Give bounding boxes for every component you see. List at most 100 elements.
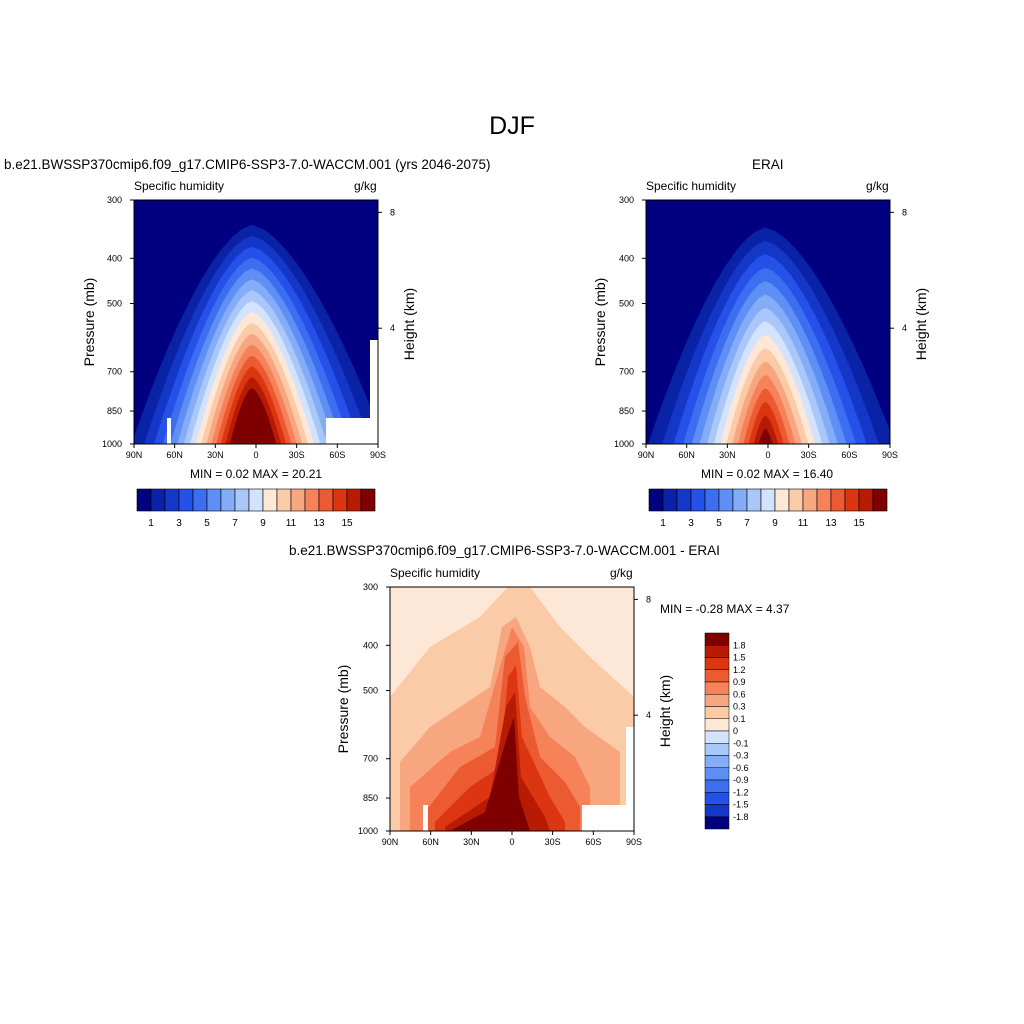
panel1-axes: 90N 60N 30N 0 30S 60S 90S 300 400 500 700 850 1000 8 4 bbox=[102, 195, 395, 460]
panel3-y-tick-label: 700 bbox=[363, 754, 378, 764]
panel2-colorbar-box bbox=[858, 488, 874, 512]
panel2-colorbar-box bbox=[830, 488, 846, 512]
panel1-colorbar-box bbox=[332, 488, 348, 512]
panel1-colorbar-label: 7 bbox=[232, 518, 238, 529]
panel2-x-tick-label: 90N bbox=[638, 450, 655, 460]
panel2-colorbar-box bbox=[816, 488, 832, 512]
panel3-variable-label: Specific humidity bbox=[390, 566, 481, 580]
panel3-colorbar-label: -1.5 bbox=[733, 800, 749, 810]
panel1-y-tick-label: 850 bbox=[107, 406, 122, 416]
panel2-colorbar: 1 3 5 7 9 11 13 15 bbox=[648, 488, 888, 529]
figure-title: DJF bbox=[489, 112, 535, 140]
panel1-colorbar-label: 13 bbox=[313, 518, 325, 529]
panel2-colorbar-box bbox=[760, 488, 776, 512]
panel2-colorbar-box bbox=[648, 488, 664, 512]
panel2-colorbar-box bbox=[676, 488, 692, 512]
panel3-colorbar-label: 1.5 bbox=[733, 653, 746, 663]
panel1-colorbar-box bbox=[164, 488, 180, 512]
panel1-colorbar-box bbox=[178, 488, 194, 512]
panel1-y-tick-label: 400 bbox=[107, 253, 122, 263]
panel3-colorbar-box bbox=[704, 816, 730, 830]
panel3-x-tick-label: 0 bbox=[509, 837, 514, 847]
panel3-y-tick-label: 850 bbox=[363, 793, 378, 803]
panel2-colorbar-label: 13 bbox=[825, 518, 837, 529]
panel1-colorbar-box bbox=[150, 488, 166, 512]
panel3-colorbar-label: 0.1 bbox=[733, 714, 746, 724]
panel3-colorbar-label: -0.1 bbox=[733, 738, 749, 748]
panel2-y-tick-label: 850 bbox=[619, 406, 634, 416]
panel1-colorbar-box bbox=[360, 488, 376, 512]
panel3-missing-data-edge bbox=[626, 727, 634, 807]
panel2-y-tick-label: 400 bbox=[619, 253, 634, 263]
panel2-colorbar-box bbox=[718, 488, 734, 512]
panel2-colorbar-box bbox=[662, 488, 678, 512]
panel2-contour-level-16 bbox=[758, 428, 773, 444]
panel1-colorbar-label: 9 bbox=[260, 518, 266, 529]
panel1-units-label: g/kg bbox=[354, 179, 377, 193]
panel3-x-tick-label: 90S bbox=[626, 837, 642, 847]
panel2-x-tick-label: 30N bbox=[719, 450, 736, 460]
panel3-colorbar-label: 0 bbox=[733, 726, 738, 736]
panel3-x-tick-label: 30N bbox=[463, 837, 480, 847]
panel1-x-tick-label: 0 bbox=[253, 450, 258, 460]
panel3-colorbar-box bbox=[704, 767, 730, 781]
panel2-colorbar-box bbox=[732, 488, 748, 512]
panel1-x-tick-label: 60S bbox=[329, 450, 345, 460]
panel3-y2-tick-label: 8 bbox=[646, 594, 651, 604]
panel2-colorbar-label: 1 bbox=[660, 518, 666, 529]
panel1-colorbar-label: 15 bbox=[341, 518, 353, 529]
panel3-y-tick-label: 1000 bbox=[358, 826, 378, 836]
panel3-colorbar-box bbox=[704, 730, 730, 744]
panel2-colorbar-box bbox=[802, 488, 818, 512]
panel1-colorbar-label: 5 bbox=[204, 518, 210, 529]
panel3-y-tick-label: 300 bbox=[363, 582, 378, 592]
panel3-contour-level-6 bbox=[445, 692, 550, 831]
panel2-colorbar-box bbox=[690, 488, 706, 512]
panel1-plot bbox=[133, 199, 379, 445]
panel3-colorbar-box bbox=[704, 804, 730, 817]
panel1-y-tick-label: 1000 bbox=[102, 439, 122, 449]
panel3-colorbar-box bbox=[704, 645, 730, 658]
panel3-colorbar: 1.8 1.5 1.2 0.9 0.6 0.3 0.1 0 -0.1 -0.3 -0.6 -0.9 -1… bbox=[704, 632, 749, 830]
panel3-colorbar-label: 0.9 bbox=[733, 677, 746, 687]
panel3-y-tick-label: 500 bbox=[363, 686, 378, 696]
panel1-y-tick-label: 300 bbox=[107, 195, 122, 205]
panel3-title: b.e21.BWSSP370cmip6.f09_g17.CMIP6-SSP3-7… bbox=[289, 543, 720, 558]
panel3-contour-level-7 bbox=[450, 717, 530, 831]
panel3-y2-tick-label: 4 bbox=[646, 710, 651, 720]
panel2-axes: 90N 60N 30N 0 30S 60S 90S 300 400 500 700 850 1000 8 4 bbox=[614, 195, 907, 460]
panel1-colorbar-box bbox=[318, 488, 334, 512]
panel3-colorbar-label: -0.9 bbox=[733, 775, 749, 785]
panel2-y-tick-label: 1000 bbox=[614, 439, 634, 449]
panel3-missing-data-left bbox=[423, 805, 428, 831]
panel3-colorbar-label: 0.6 bbox=[733, 689, 746, 699]
panel1-contour-level-16 bbox=[229, 388, 277, 444]
panel1-y2-tick-label: 8 bbox=[390, 207, 395, 217]
panel2-units-label: g/kg bbox=[866, 179, 889, 193]
panel2-variable-label: Specific humidity bbox=[646, 179, 737, 193]
panel1-missing-data-right bbox=[326, 418, 378, 444]
panel2-colorbar-label: 3 bbox=[688, 518, 694, 529]
panel1-colorbar-box bbox=[304, 488, 320, 512]
panel2-title: ERAI bbox=[752, 157, 784, 172]
panel2-colorbar-box bbox=[746, 488, 762, 512]
panel1-x-tick-label: 90N bbox=[126, 450, 143, 460]
panel3-colorbar-box bbox=[704, 669, 730, 683]
panel1-x-tick-label: 30N bbox=[207, 450, 224, 460]
panel1-colorbar: 1 3 5 7 9 11 13 15 bbox=[136, 488, 376, 529]
panel1-colorbar-label: 11 bbox=[286, 518, 297, 529]
panel2-stats: MIN = 0.02 MAX = 16.40 bbox=[701, 467, 834, 481]
panel3-axes: 90N 60N 30N 0 30S 60S 90S 300 400 500 700 850 1000 8 4 bbox=[358, 582, 651, 847]
panel3-missing-data-right bbox=[582, 805, 634, 831]
panel2-x-tick-label: 60S bbox=[841, 450, 857, 460]
panel3-colorbar-box bbox=[704, 657, 730, 670]
panel1-colorbar-box bbox=[192, 488, 208, 512]
panel2-y-tick-label: 700 bbox=[619, 367, 634, 377]
panel3-colorbar-box bbox=[704, 779, 730, 793]
panel1-colorbar-label: 1 bbox=[148, 518, 154, 529]
panel1-variable-label: Specific humidity bbox=[134, 179, 225, 193]
panel2-x-tick-label: 60N bbox=[678, 450, 695, 460]
panel3-colorbar-box bbox=[704, 718, 730, 732]
panel1-colorbar-label: 3 bbox=[176, 518, 182, 529]
